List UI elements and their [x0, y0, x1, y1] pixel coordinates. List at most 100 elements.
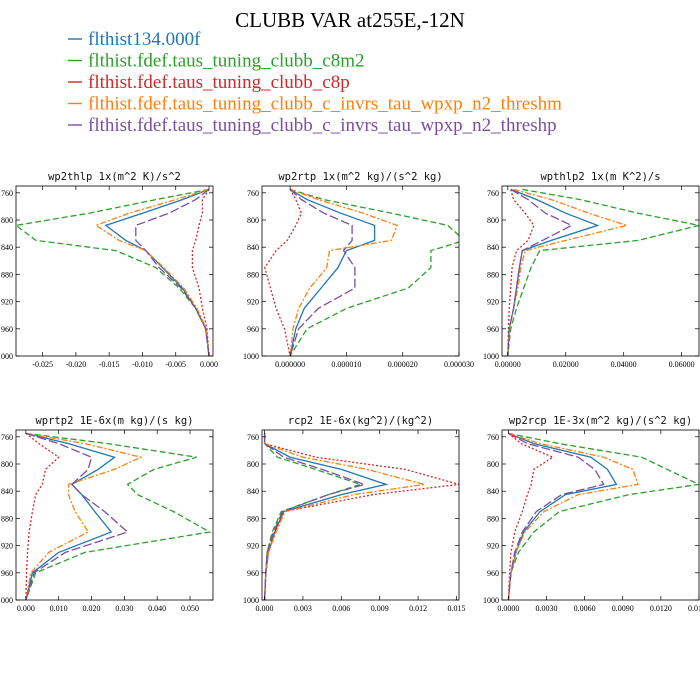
- x-tick-label: 0.003: [294, 604, 312, 613]
- x-tick-label: 0.0000: [497, 604, 519, 613]
- x-tick-label: 0.020: [83, 604, 101, 613]
- series-line: [507, 432, 639, 600]
- series-line: [25, 432, 129, 600]
- series-line: [289, 188, 376, 356]
- y-tick-label: 800: [487, 216, 499, 225]
- y-tick-label: 800: [1, 216, 13, 225]
- x-tick-label: -0.020: [66, 360, 87, 369]
- y-tick-label: 840: [1, 487, 13, 496]
- y-tick-label: 800: [487, 460, 499, 469]
- y-tick-label: 880: [247, 514, 259, 523]
- x-tick-label: 0.0090: [612, 604, 634, 613]
- panel-4: wprtp2 1E-6x(m kg)/(s kg) 760 800 840 880 920…: [0, 415, 214, 613]
- series-line: [104, 188, 210, 356]
- x-tick-label: -0.015: [99, 360, 120, 369]
- x-tick-label: 0.000: [200, 360, 218, 369]
- x-tick-label: 0.000030: [444, 360, 474, 369]
- x-tick-label: 0.0030: [535, 604, 557, 613]
- figure-title: CLUBB VAR at255E,-12N: [235, 8, 465, 32]
- plot-frame: [261, 429, 460, 601]
- plot-frame: [261, 185, 460, 357]
- x-tick-label: -0.005: [165, 360, 186, 369]
- panel-5: rcp2 1E-6x(kg^2)/(kg^2) 760 800 840 880 920 96…: [243, 415, 465, 613]
- x-tick-label: 0.000020: [388, 360, 418, 369]
- series-line: [507, 432, 699, 600]
- y-tick-label: 760: [487, 189, 499, 198]
- series-line: [289, 188, 459, 356]
- y-tick-label: 800: [1, 460, 13, 469]
- series-group: [507, 432, 699, 600]
- series-group: [264, 188, 459, 356]
- y-tick-label: 1000: [243, 596, 259, 605]
- series-line: [263, 433, 367, 600]
- y-tick-label: 880: [247, 270, 259, 279]
- y-tick-label: 880: [487, 270, 499, 279]
- x-tick-label: 0.030: [115, 604, 133, 613]
- x-tick-label: 0.04000: [611, 360, 637, 369]
- series-line: [507, 432, 605, 600]
- y-tick-label: 1000: [243, 352, 259, 361]
- y-tick-label: 840: [1, 243, 13, 252]
- y-tick-label: 960: [1, 569, 13, 578]
- panel-title: wpthlp2 1x(m K^2)/s: [540, 171, 660, 183]
- panel-2: wp2rtp 1x(m^2 kg)/(s^2 kg) 760 800 840 880 92…: [243, 171, 474, 369]
- panel-title: wp2thlp 1x(m^2 K)/s^2: [48, 171, 181, 183]
- series-line: [25, 432, 116, 600]
- x-tick-label: 0.0150: [688, 604, 700, 613]
- legend-entry: flthist.fdef.taus_tuning_clubb_c8p: [88, 72, 350, 93]
- panel-3: wpthlp2 1x(m K^2)/s 760 800 840 880 920 960 100…: [483, 171, 700, 369]
- series-line: [507, 432, 555, 600]
- y-tick-label: 760: [247, 189, 259, 198]
- series-line: [25, 432, 212, 600]
- plot-frame: [15, 429, 214, 601]
- x-tick-label: 0.000: [17, 604, 35, 613]
- panels: wp2thlp 1x(m^2 K)/s^2 760 800 840 880 920 960 1…: [0, 171, 700, 613]
- series-line: [507, 188, 600, 356]
- panel-6: wp2rcp 1E-3x(m^2 kg)/(s^2 kg) 760 800 840 88…: [483, 415, 700, 613]
- y-tick-label: 840: [487, 487, 499, 496]
- series-line: [507, 432, 618, 600]
- x-tick-label: 0.010: [50, 604, 68, 613]
- series-group: [25, 432, 212, 600]
- x-tick-label: 0.006: [332, 604, 350, 613]
- legend-entry: flthist.fdef.taus_tuning_clubb_c_invrs_t…: [88, 94, 562, 115]
- y-tick-label: 840: [247, 243, 259, 252]
- y-tick-label: 760: [1, 433, 13, 442]
- panel-title: wp2rtp 1x(m^2 kg)/(s^2 kg): [278, 171, 442, 183]
- x-tick-label: 0.040: [148, 604, 166, 613]
- series-line: [94, 188, 210, 356]
- plot-frame: [501, 429, 700, 601]
- series-line: [263, 433, 363, 600]
- x-tick-label: 0.012: [409, 604, 427, 613]
- y-tick-label: 880: [487, 514, 499, 523]
- legend-entry: flthist.fdef.taus_tuning_clubb_c_invrs_t…: [88, 115, 557, 136]
- series-line: [263, 433, 425, 600]
- x-tick-label: 0.06000: [669, 360, 695, 369]
- x-tick-label: 0.02000: [553, 360, 579, 369]
- series-group: [16, 188, 210, 356]
- series-line: [25, 432, 60, 600]
- y-tick-label: 800: [247, 216, 259, 225]
- y-tick-label: 920: [247, 542, 259, 551]
- x-tick-label: 0.000010: [331, 360, 361, 369]
- series-line: [289, 188, 398, 356]
- y-tick-label: 760: [247, 433, 259, 442]
- y-tick-label: 800: [247, 460, 259, 469]
- series-line: [191, 189, 210, 356]
- x-tick-label: -0.010: [132, 360, 153, 369]
- series-line: [507, 188, 699, 356]
- y-tick-label: 880: [1, 514, 13, 523]
- legend: flthist134.000fflthist.fdef.taus_tuning_…: [68, 29, 562, 136]
- plot-frame: [15, 185, 214, 357]
- series-group: [507, 188, 699, 356]
- series-line: [507, 188, 629, 356]
- x-tick-label: 0.015: [447, 604, 465, 613]
- legend-entry: flthist.fdef.taus_tuning_clubb_c8m2: [88, 51, 365, 72]
- series-line: [507, 188, 573, 356]
- y-tick-label: 920: [487, 298, 499, 307]
- y-tick-label: 880: [1, 270, 13, 279]
- y-tick-label: 1000: [483, 352, 499, 361]
- y-tick-label: 840: [487, 243, 499, 252]
- y-tick-label: 840: [247, 487, 259, 496]
- legend-entry: flthist134.000f: [88, 29, 201, 50]
